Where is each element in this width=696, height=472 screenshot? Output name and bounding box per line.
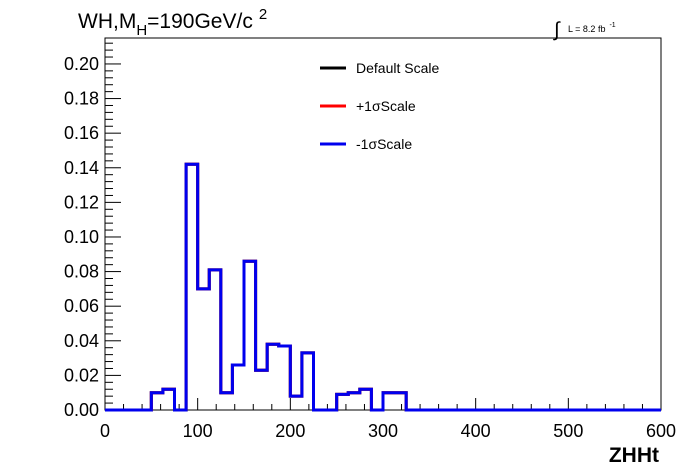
y-tick-label: 0.14 — [64, 158, 99, 178]
series-layer — [105, 162, 661, 412]
y-tick-label: 0.18 — [64, 89, 99, 109]
legend-label: +1σScale — [356, 98, 416, 114]
lumi-integral-sign: ∫ — [553, 19, 561, 41]
lumi-superscript: -1 — [609, 22, 615, 29]
chart-title-main: WH,M — [78, 10, 136, 33]
histogram-line — [105, 162, 661, 412]
y-tick-label: 0.06 — [64, 296, 99, 316]
x-tick-label: 300 — [368, 421, 398, 441]
y-tick-label: 0.12 — [64, 192, 99, 212]
series-3 — [105, 162, 661, 412]
chart-title-superscript: 2 — [259, 6, 267, 23]
x-tick-label: 0 — [100, 421, 110, 441]
y-axis: 0.00 0.02 0.04 0.06 0.08 0.10 0.12 0.14 0.16 0.18… — [64, 42, 121, 420]
legend-item: Default Scale — [320, 60, 439, 76]
y-tick-label: 0.10 — [64, 227, 99, 247]
y-tick-label: 0.20 — [64, 54, 99, 74]
chart-title-subscript: H — [136, 22, 147, 39]
y-tick-label: 0.16 — [64, 123, 99, 143]
x-axis-label: ZHHt — [609, 444, 659, 467]
chart-title: WH,MH=190GeV/c 2 — [78, 6, 267, 39]
y-tick-label: 0.08 — [64, 262, 99, 282]
y-tick-label: 0.04 — [64, 331, 99, 351]
lumi-annotation: L = 8.2 fb -1 — [568, 22, 616, 34]
x-tick-label: 100 — [183, 421, 213, 441]
legend-label: Default Scale — [356, 60, 439, 76]
x-tick-label: 400 — [461, 421, 491, 441]
legend-item: -1σScale — [320, 136, 412, 152]
legend-item: +1σScale — [320, 98, 416, 114]
x-tick-label: 200 — [275, 421, 305, 441]
x-tick-label: 500 — [553, 421, 583, 441]
legend-label: -1σScale — [356, 136, 412, 152]
x-tick-label: 600 — [646, 421, 676, 441]
x-axis: 0 100 200 300 400 500 600 — [100, 398, 676, 441]
lumi-text: L = 8.2 fb — [568, 24, 605, 34]
y-tick-label: 0.02 — [64, 365, 99, 385]
chart-title-tail: =190GeV/c — [147, 10, 253, 33]
y-tick-label: 0.00 — [64, 400, 99, 420]
legend: Default Scale +1σScale -1σScale — [320, 60, 439, 152]
